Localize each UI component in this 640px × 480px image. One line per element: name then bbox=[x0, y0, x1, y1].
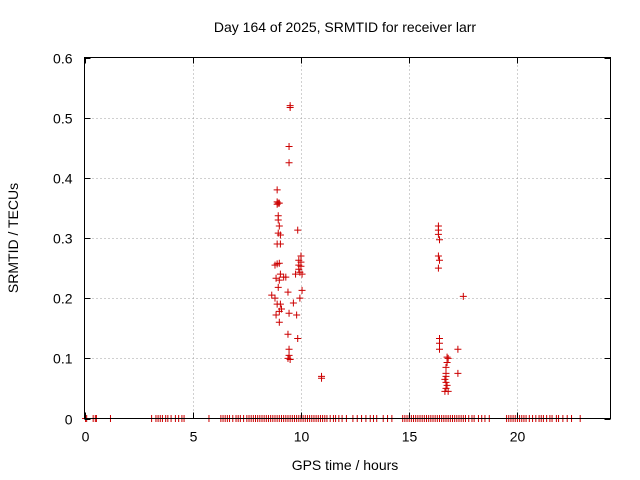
y-axis-tick-labels: 0 0.1 0.2 0.3 0.4 0.5 0.6 bbox=[53, 51, 73, 428]
data-point bbox=[275, 276, 283, 284]
data-point bbox=[435, 345, 443, 353]
data-point bbox=[274, 216, 282, 224]
data-point bbox=[297, 262, 305, 270]
data-point bbox=[285, 159, 293, 167]
data-point bbox=[286, 356, 294, 364]
data-point bbox=[434, 264, 442, 272]
data-point bbox=[268, 291, 276, 299]
x-axis-label: GPS time / hours bbox=[292, 457, 399, 473]
data-point bbox=[275, 318, 283, 326]
data-point bbox=[454, 345, 462, 353]
data-point bbox=[284, 288, 292, 296]
data-point bbox=[275, 199, 283, 207]
data-point bbox=[275, 222, 283, 230]
data-point bbox=[435, 256, 443, 264]
data-point bbox=[443, 359, 451, 367]
chart-title: Day 164 of 2025, SRMTID for receiver lar… bbox=[214, 19, 477, 35]
data-point bbox=[297, 252, 305, 260]
x-tick-label: 10 bbox=[294, 429, 310, 445]
y-tick-label: 0 bbox=[65, 412, 73, 428]
data-point bbox=[292, 270, 300, 278]
y-tick-label: 0.5 bbox=[53, 111, 73, 127]
data-point bbox=[444, 354, 452, 362]
axis-ticks bbox=[84, 57, 611, 420]
y-tick-label: 0.2 bbox=[53, 291, 73, 307]
data-point bbox=[298, 270, 306, 278]
data-point bbox=[294, 226, 302, 234]
data-point bbox=[444, 387, 452, 395]
data-point bbox=[296, 294, 304, 302]
y-tick-label: 0.1 bbox=[53, 351, 73, 367]
data-point bbox=[435, 339, 443, 347]
data-point bbox=[289, 299, 297, 307]
data-point bbox=[284, 330, 292, 338]
data-point bbox=[318, 374, 326, 382]
x-tick-label: 20 bbox=[510, 429, 526, 445]
data-point bbox=[285, 309, 293, 317]
data-point bbox=[273, 186, 281, 194]
data-point bbox=[272, 274, 280, 282]
y-tick-label: 0.4 bbox=[53, 171, 73, 187]
y-axis-label: SRMTID / TECUs bbox=[5, 183, 21, 293]
data-point bbox=[435, 236, 443, 244]
x-tick-label: 5 bbox=[190, 429, 198, 445]
data-point bbox=[442, 372, 450, 380]
plot-frame bbox=[84, 57, 611, 419]
data-point bbox=[272, 311, 280, 319]
data-point bbox=[293, 311, 301, 319]
data-point bbox=[443, 381, 451, 389]
data-point bbox=[276, 270, 284, 278]
data-point bbox=[294, 334, 302, 342]
data-point bbox=[275, 259, 283, 267]
data-point bbox=[434, 230, 442, 238]
data-point bbox=[276, 300, 284, 308]
data-point bbox=[434, 252, 442, 260]
data-point bbox=[271, 294, 279, 302]
grid-lines bbox=[84, 57, 611, 419]
x-tick-label: 0 bbox=[82, 429, 90, 445]
data-point bbox=[277, 305, 285, 313]
data-point bbox=[442, 363, 450, 371]
data-point bbox=[274, 283, 282, 291]
data-points bbox=[82, 102, 584, 422]
x-axis-tick-labels: 0 5 10 15 20 bbox=[82, 429, 526, 445]
y-tick-label: 0.3 bbox=[53, 231, 73, 247]
data-point bbox=[459, 292, 467, 300]
data-point bbox=[442, 378, 450, 386]
data-point bbox=[285, 351, 293, 359]
data-point bbox=[441, 375, 449, 383]
x-tick-label: 15 bbox=[402, 429, 418, 445]
data-point bbox=[276, 231, 284, 239]
data-point bbox=[298, 286, 306, 294]
y-tick-label: 0.6 bbox=[53, 51, 73, 67]
data-point bbox=[285, 345, 293, 353]
data-point bbox=[285, 143, 293, 151]
data-point bbox=[286, 103, 294, 111]
data-point bbox=[276, 240, 284, 248]
data-point bbox=[454, 369, 462, 377]
data-point bbox=[280, 273, 288, 281]
